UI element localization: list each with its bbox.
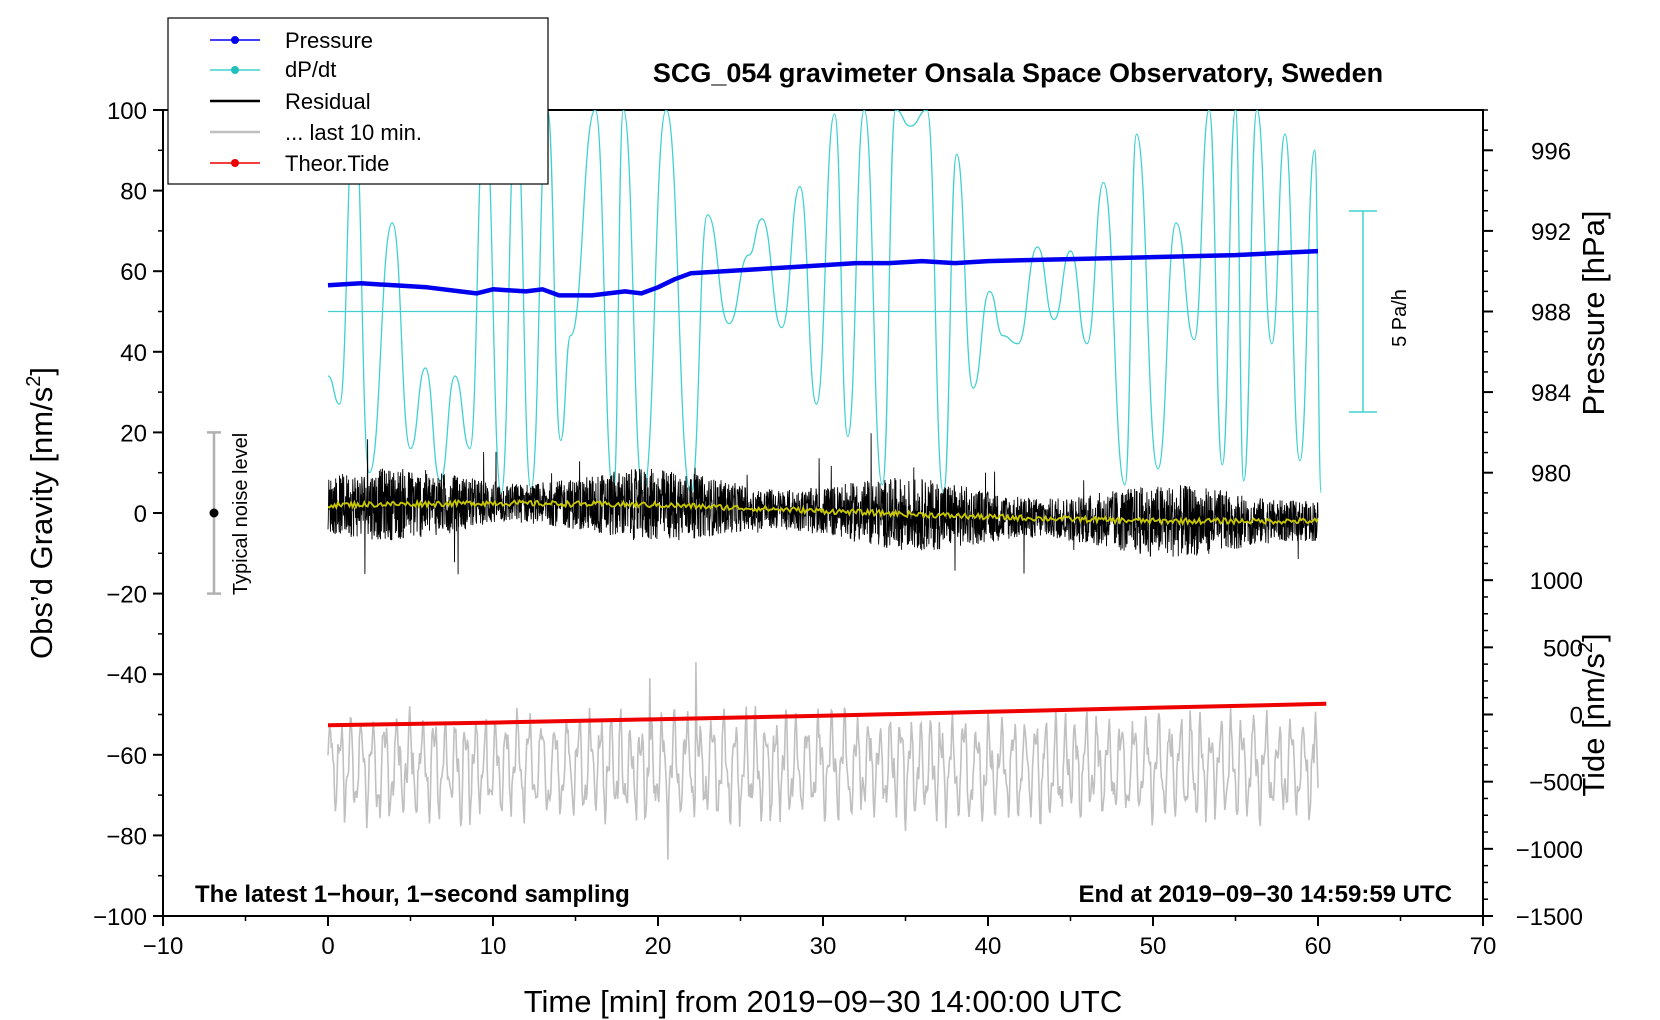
legend-tide-label: Theor.Tide: [285, 151, 389, 176]
pressure-tick-label: 988: [1531, 300, 1571, 327]
legend: Pressure dP/dt Residual ... last 10 min.…: [167, 17, 549, 185]
annotation-end-time: End at 2019−09−30 14:59:59 UTC: [1078, 881, 1452, 908]
y-axis-left-title-main: Obs’d Gravity [nm/s: [24, 387, 59, 659]
noise-level-center-dot: [209, 508, 219, 518]
y-left-tick-label: 100: [107, 98, 147, 125]
pressure-tick-label: 996: [1531, 138, 1571, 165]
dpdt-scale-label: 5 Pa/h: [1389, 289, 1411, 347]
y-left-tick-label: −100: [93, 904, 147, 931]
y-axis-tide-title-main: Tide [nm/s: [1576, 653, 1611, 797]
tide-tick-label: −1000: [1516, 837, 1583, 864]
y-axis-left-title-sup: 2: [23, 376, 45, 387]
y-axis-left-title: Obs’d Gravity [nm/s2]: [23, 367, 59, 659]
x-tick-label: 70: [1470, 933, 1497, 960]
y-left-tick-label: 0: [134, 501, 147, 528]
dpdt-scale-bar: 5 Pa/h: [1349, 210, 1411, 413]
residual-line: [327, 433, 1319, 575]
legend-pressure-marker: [231, 36, 239, 44]
x-tick-label: −10: [143, 933, 184, 960]
y-left-tick-label: −60: [106, 743, 147, 770]
tide-tick-label: −1500: [1516, 904, 1583, 931]
annotation-sampling: The latest 1−hour, 1−second sampling: [195, 881, 630, 908]
y-axis-tide-title-sup: 2: [1575, 642, 1597, 653]
tide-tick-label: −500: [1529, 770, 1583, 797]
last-10-min-line: [327, 662, 1319, 860]
pressure-tick-label: 992: [1531, 219, 1571, 246]
legend-entry-pressure: Pressure: [210, 28, 373, 53]
y-left-tick-label: 20: [120, 420, 147, 447]
x-tick-label: 0: [321, 933, 334, 960]
chart-title: SCG_054 gravimeter Onsala Space Observat…: [653, 58, 1383, 88]
pressure-tick-label: 980: [1531, 461, 1571, 488]
y-axis-left-title-end: ]: [24, 367, 59, 376]
tide-tick-label: 0: [1570, 703, 1583, 730]
legend-entry-dpdt: dP/dt: [210, 57, 336, 82]
y-left-tick-label: 40: [120, 340, 147, 367]
x-axis-title: Time [min] from 2019−09−30 14:00:00 UTC: [524, 984, 1123, 1019]
theor-tide-line: [327, 701, 1327, 728]
series-layer: [327, 110, 1327, 860]
noise-level-label: Typical noise level: [230, 433, 252, 595]
residual-trend-line: [327, 498, 1319, 527]
x-tick-label: 20: [645, 933, 672, 960]
legend-last10-label: ... last 10 min.: [285, 120, 422, 145]
y-axis-tide-title-end: ]: [1576, 633, 1611, 642]
tide-tick-label: 500: [1543, 635, 1583, 662]
legend-entry-theor-tide: Theor.Tide: [210, 151, 389, 176]
y-left-tick-label: 60: [120, 259, 147, 286]
pressure-line: [327, 248, 1319, 298]
x-tick-label: 30: [810, 933, 837, 960]
legend-tide-marker: [231, 159, 239, 167]
legend-pressure-label: Pressure: [285, 28, 373, 53]
pressure-tick-label: 984: [1531, 380, 1571, 407]
y-left-tick-label: 80: [120, 179, 147, 206]
y-axis-pressure-title: Pressure [hPa]: [1576, 210, 1611, 415]
x-tick-label: 40: [975, 933, 1002, 960]
noise-level-indicator: Typical noise level: [207, 431, 252, 595]
legend-entry-residual: Residual: [210, 89, 371, 114]
x-tick-label: 50: [1140, 933, 1167, 960]
x-tick-label: 10: [480, 933, 507, 960]
tide-tick-label: 1000: [1530, 568, 1583, 595]
legend-entry-last-10-min: ... last 10 min.: [210, 120, 422, 145]
y-left-tick-label: −80: [106, 823, 147, 850]
legend-residual-label: Residual: [285, 89, 371, 114]
legend-dpdt-marker: [231, 66, 239, 74]
y-axis-tide-title: Tide [nm/s2]: [1575, 633, 1611, 796]
axes-layer: −10 0 10 20 30 40 50 60 70−100−80−60−40−20020406…: [93, 98, 1583, 960]
y-left-tick-label: −20: [106, 582, 147, 609]
y-left-tick-label: −40: [106, 662, 147, 689]
x-tick-label: 60: [1305, 933, 1332, 960]
legend-dpdt-label: dP/dt: [285, 57, 336, 82]
